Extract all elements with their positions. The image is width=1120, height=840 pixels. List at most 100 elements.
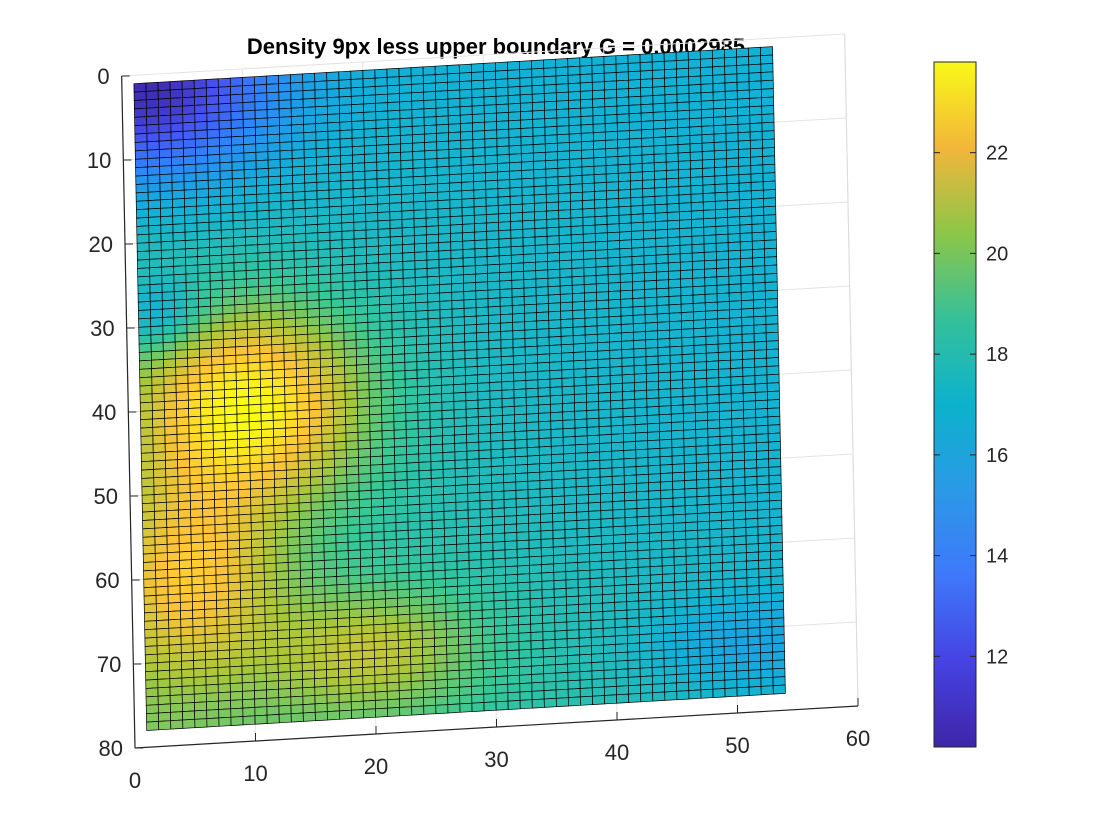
surface-cell [440,342,454,353]
surface-cell [754,349,768,360]
surface-cell [502,431,516,442]
surface-cell [534,227,548,238]
surface-cell [742,375,756,386]
surface-cell [553,562,567,573]
surface-cell [604,114,618,124]
surface-cell [434,65,448,75]
surface-cell [601,585,615,596]
surface-cell [663,623,676,634]
surface-cell [593,173,607,184]
surface-cell [404,352,418,363]
surface-cell [598,425,612,436]
surface-cell [562,444,576,455]
surface-cell [238,505,252,516]
surface-cell [714,175,728,185]
surface-cell [484,121,498,131]
surface-cell [740,291,754,302]
surface-cell [704,259,717,270]
surface-cell [626,600,640,611]
surface-cell [192,625,206,636]
surface-cell [745,543,759,554]
surface-cell [543,697,557,708]
surface-cell [330,289,344,300]
surface-cell [523,261,537,272]
surface-cell [328,172,342,183]
surface-cell [665,127,679,138]
surface-cell [443,485,457,495]
surface-cell [177,475,191,486]
surface-cell [589,552,603,563]
surface-cell [654,195,668,206]
surface-cell [603,660,617,671]
surface-cell [642,196,656,206]
surface-cell [468,525,481,536]
surface-cell [145,695,159,706]
surface-cell [509,178,523,189]
surface-cell [456,543,470,554]
surface-cell [629,137,643,148]
surface-cell [724,679,738,689]
surface-cell [435,90,449,101]
surface-cell [409,596,423,607]
surface-cell [495,700,509,711]
surface-cell [541,571,555,582]
surface-cell [242,93,256,103]
surface-cell [285,452,299,463]
surface-cell [343,305,356,316]
surface-cell [657,363,671,374]
surface-cell [755,433,769,444]
surface-cell [205,78,219,89]
surface-cell [664,68,677,79]
surface-cell [759,609,773,620]
surface-cell [434,645,448,656]
surface-cell [406,445,420,456]
surface-cell [138,326,152,337]
surface-cell [591,81,605,92]
surface-cell [753,315,767,326]
surface-cell [376,186,390,197]
surface-cell [531,681,545,692]
surface-cell [720,469,734,479]
surface-cell [578,645,592,656]
surface-cell [167,560,181,570]
surface-cell [443,518,457,529]
surface-cell [148,216,162,227]
x-tick-label: 10 [243,761,267,786]
surface-cell [429,418,443,429]
surface-cell [596,333,610,344]
surface-cell [350,95,364,106]
surface-cell [396,546,410,557]
surface-cell [165,459,179,470]
surface-cell [572,343,586,353]
surface-cell [482,642,496,653]
surface-cell [166,534,180,545]
surface-cell [278,116,292,127]
surface-cell [539,462,553,473]
surface-cell [436,140,450,151]
surface-cell [290,704,304,715]
surface-cell [272,410,286,421]
surface-cell [282,292,296,303]
surface-cell [282,275,296,286]
surface-cell [560,318,574,329]
surface-cell [185,289,199,300]
surface-cell [643,229,657,240]
surface-cell [766,390,780,401]
surface-cell [175,349,188,360]
surface-cell [252,630,266,641]
surface-cell [249,471,263,481]
surface-cell [140,418,154,429]
surface-cell [426,275,440,286]
surface-cell [498,229,512,240]
surface-cell [590,602,604,613]
surface-cell [159,173,173,184]
surface-cell [188,432,202,443]
surface-cell [158,123,172,134]
surface-cell [646,397,660,408]
surface-cell [411,697,425,708]
surface-cell [291,157,305,168]
surface-cell [584,300,598,311]
surface-cell [377,219,391,230]
surface-cell [550,436,564,447]
surface-cell [473,189,487,199]
